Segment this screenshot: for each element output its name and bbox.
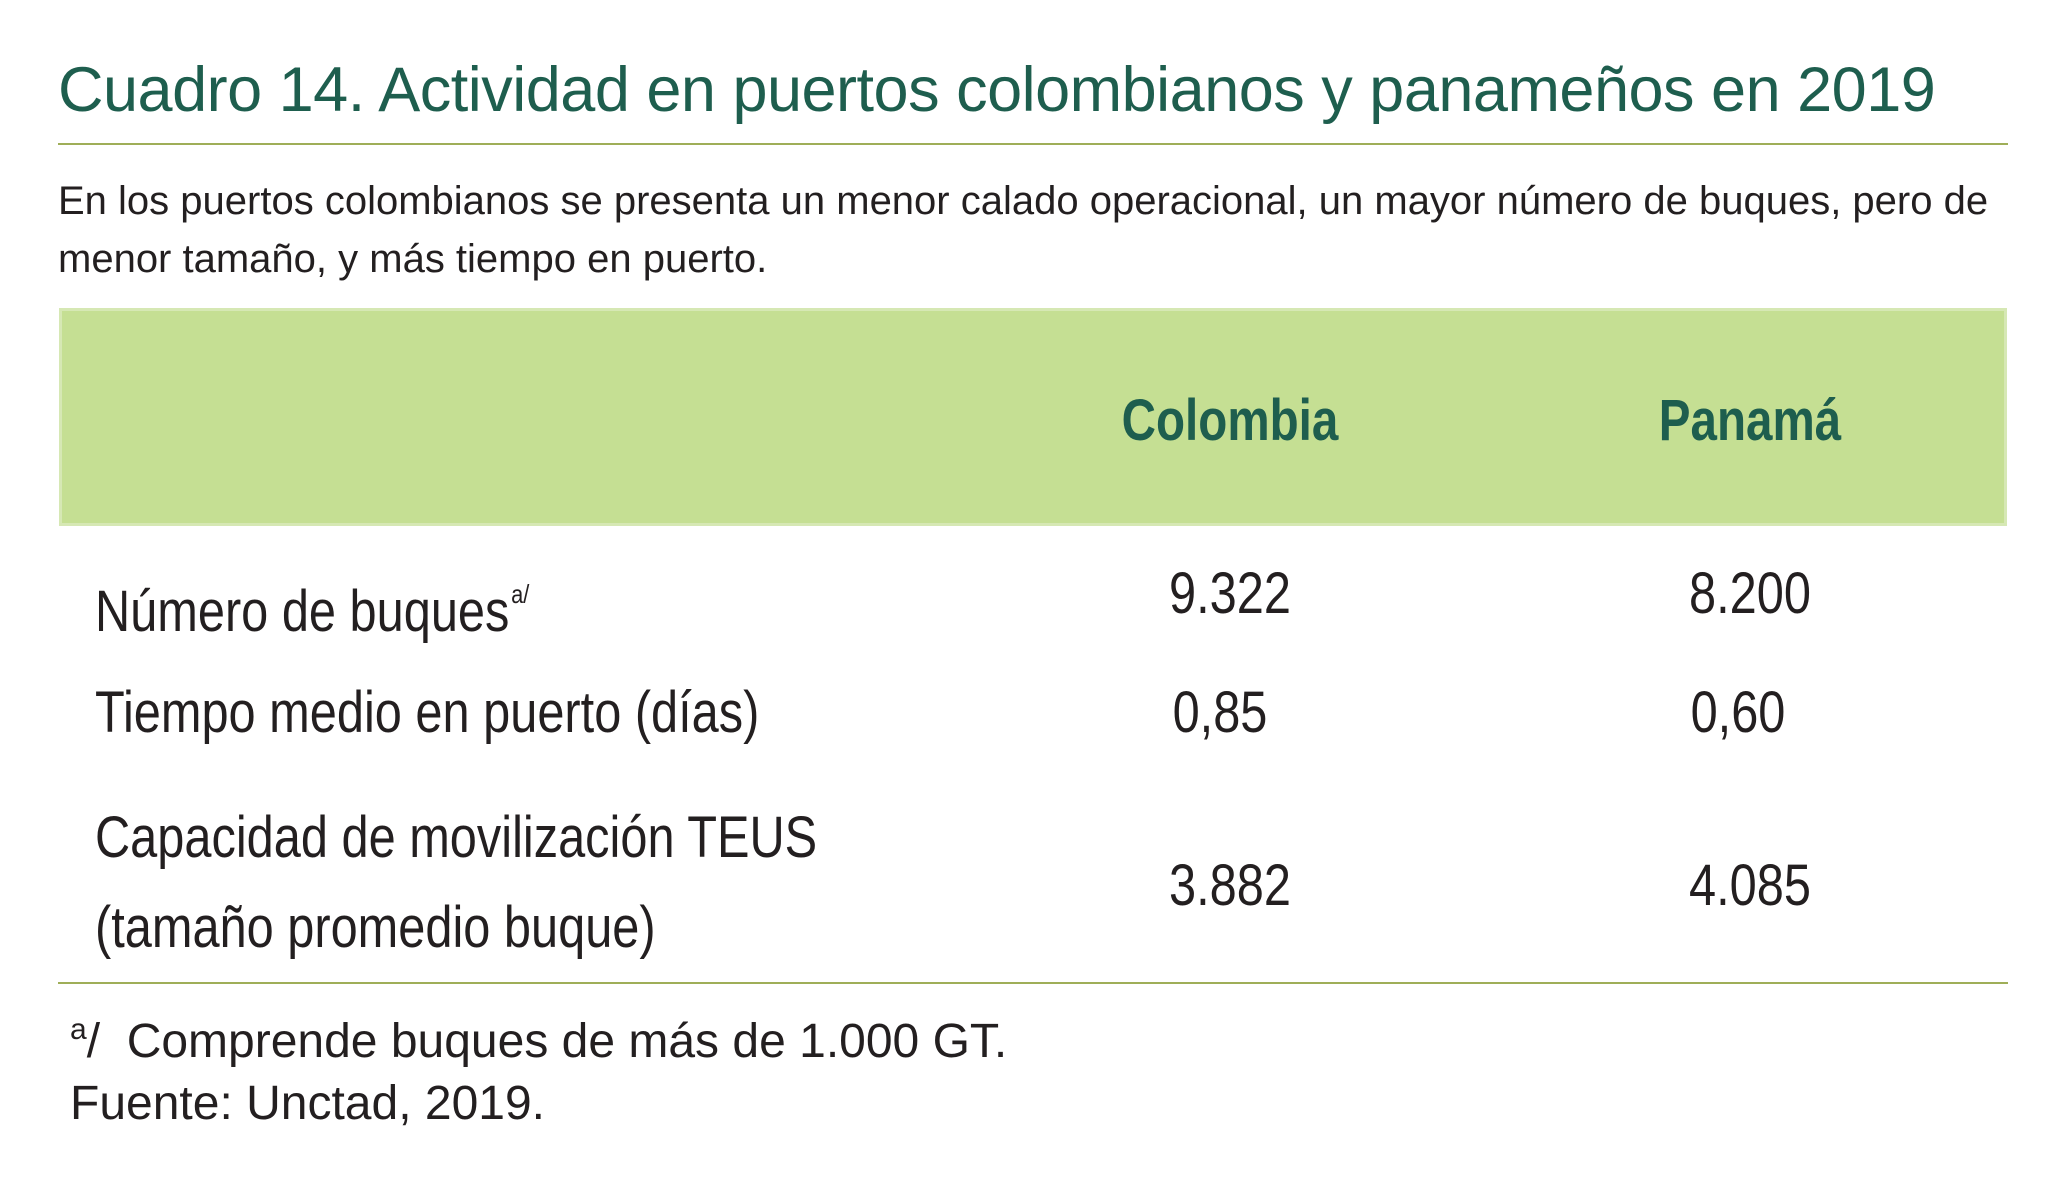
table-header-band bbox=[62, 311, 2004, 523]
title-divider bbox=[58, 143, 2008, 145]
cell-colombia-buques: 9.322 bbox=[1169, 561, 1291, 626]
table-bottom-divider bbox=[58, 982, 2008, 984]
cell-panama-capacidad: 4.085 bbox=[1689, 853, 1811, 918]
footnote-mark: a bbox=[70, 1013, 87, 1046]
footnote: a/ Comprende buques de más de 1.000 GT. bbox=[70, 998, 1007, 1074]
column-header-colombia: Colombia bbox=[1121, 388, 1339, 453]
row-label-tiempo-medio: Tiempo medio en puerto (días) bbox=[95, 680, 760, 745]
table-title: Cuadro 14. Actividad en puertos colombia… bbox=[58, 55, 1936, 125]
table-description: En los puertos colombianos se presenta u… bbox=[58, 179, 1989, 281]
cell-panama-buques: 8.200 bbox=[1689, 561, 1811, 626]
footnote-marker: a/ bbox=[511, 579, 530, 609]
footnote-text: / Comprende buques de más de 1.000 GT. bbox=[86, 1015, 1008, 1068]
source-note: Fuente: Unctad, 2019. bbox=[70, 1077, 545, 1130]
cell-colombia-tiempo: 0,85 bbox=[1172, 680, 1268, 745]
cell-colombia-capacidad: 3.882 bbox=[1169, 853, 1291, 918]
cell-panama-tiempo: 0,60 bbox=[1690, 680, 1786, 745]
row-label-capacidad-line1: Capacidad de movilización TEUS bbox=[95, 805, 818, 870]
row-label-numero-buques: Número de buquesa/ bbox=[95, 556, 529, 650]
column-header-panama: Panamá bbox=[1658, 388, 1842, 453]
row-label-text: Número de buques bbox=[95, 579, 510, 644]
row-label-capacidad-line2: (tamaño promedio buque) bbox=[95, 895, 656, 960]
